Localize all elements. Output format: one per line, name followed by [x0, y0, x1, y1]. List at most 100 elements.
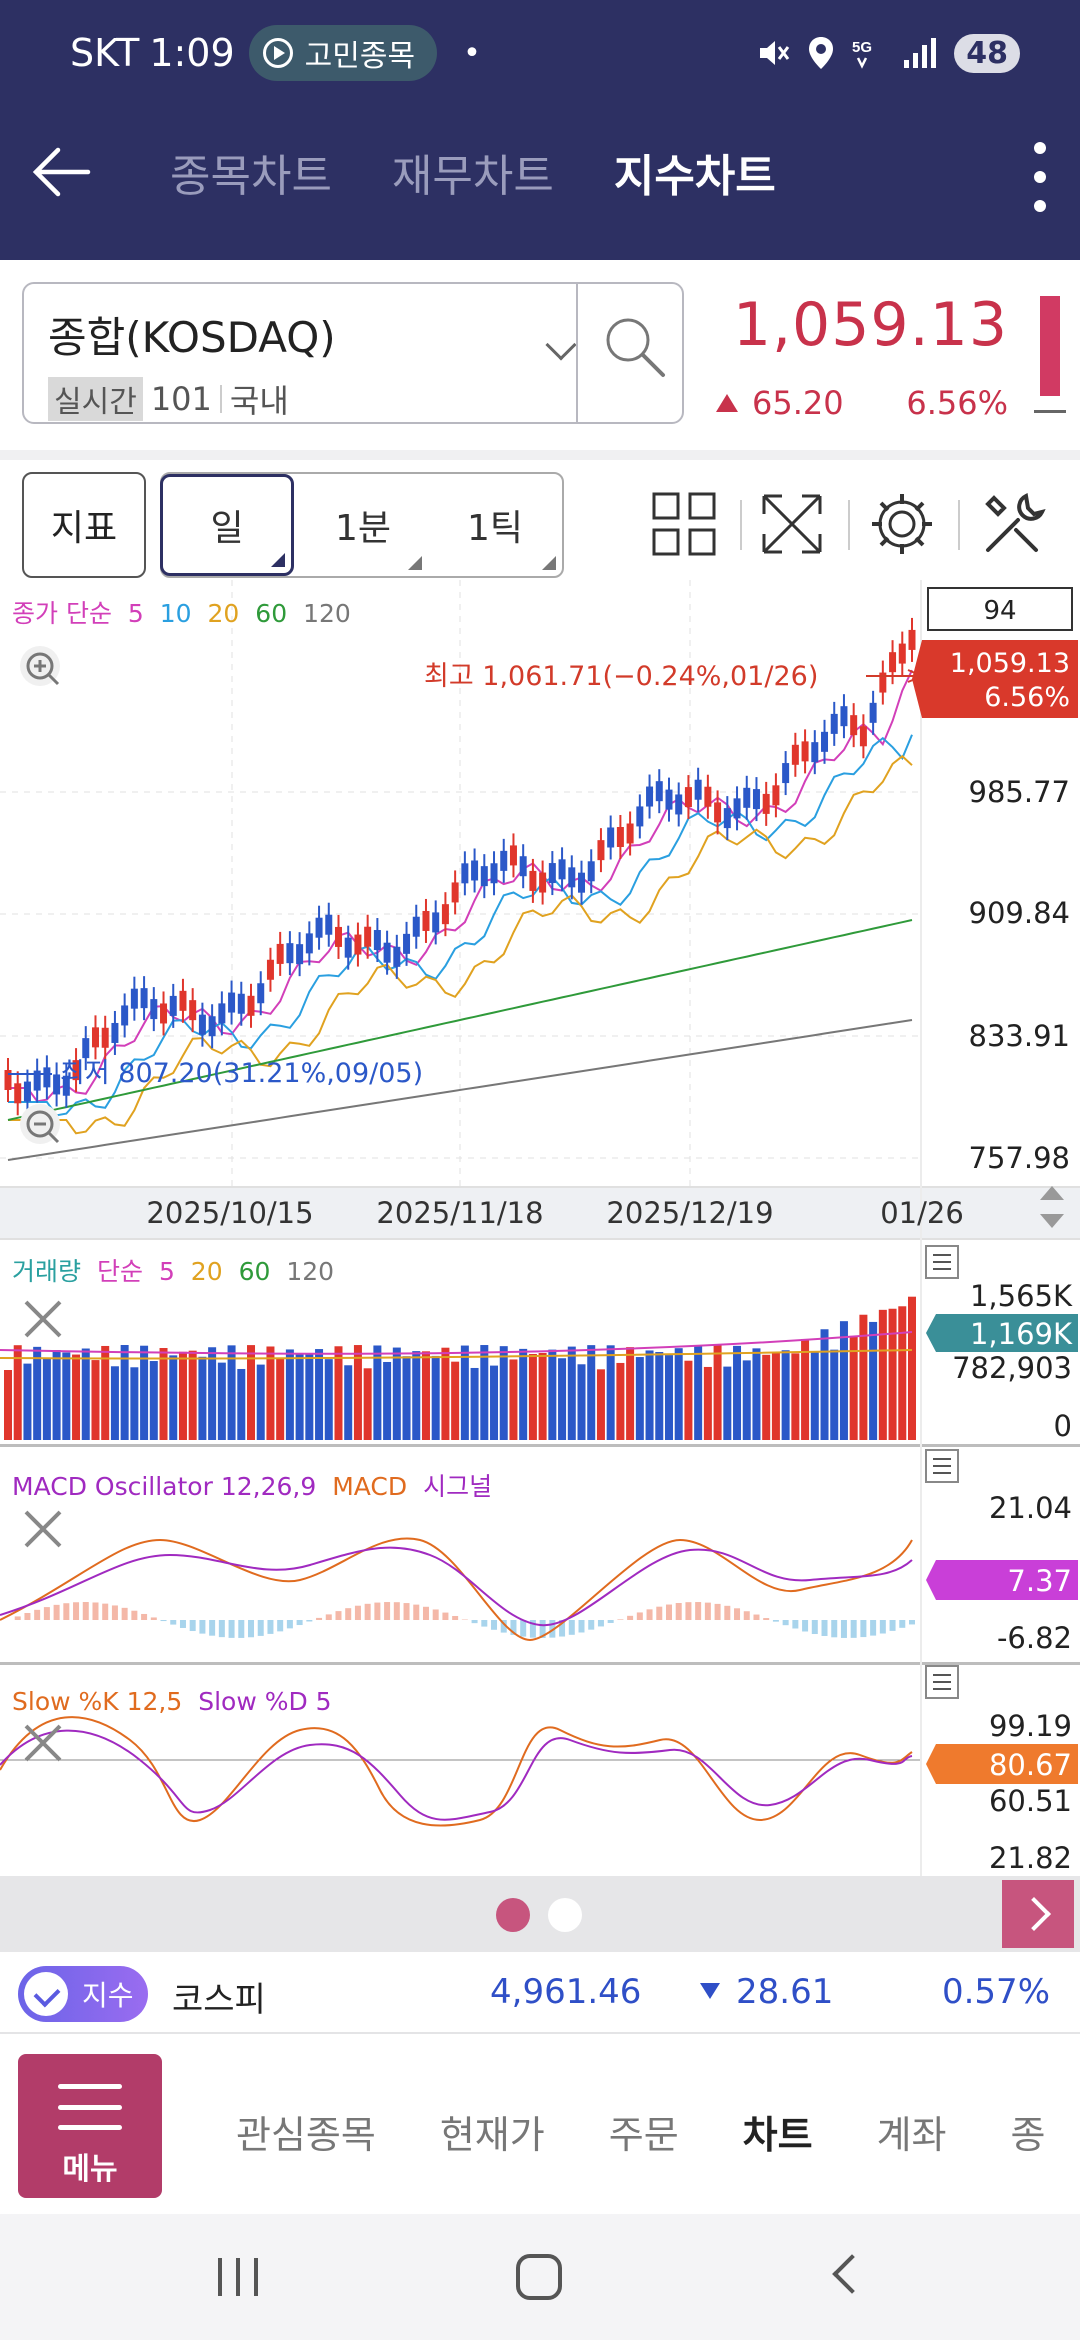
candle-body — [898, 643, 906, 664]
candle-body — [908, 629, 916, 650]
menu-item-order[interactable]: 주문 — [608, 2113, 679, 2157]
volume-bar — [247, 1345, 256, 1440]
menu-item-chart[interactable]: 차트 — [742, 2113, 813, 2157]
pane-menu-icon[interactable] — [925, 1449, 959, 1483]
more-menu-icon[interactable] — [1034, 142, 1046, 212]
top-nav: 종목차트 재무차트 지수차트 — [0, 130, 1080, 220]
index-badge[interactable]: 지수 — [18, 1966, 148, 2022]
pane-menu-icon[interactable] — [925, 1245, 959, 1279]
macd-histogram-bar — [218, 1620, 225, 1638]
candle-body — [859, 726, 867, 747]
symbol-selector[interactable]: 종합(KOSDAQ) 실시간 101 국내 — [22, 282, 684, 424]
date-tick-1: 2025/10/15 — [146, 1196, 313, 1230]
chevron-right-icon[interactable] — [1002, 1880, 1074, 1948]
zoom-in-icon[interactable] — [20, 646, 60, 686]
candle-body — [714, 802, 722, 823]
candle-body — [334, 926, 342, 947]
volume-bar — [81, 1348, 90, 1440]
back-arrow-icon[interactable] — [28, 140, 92, 204]
period-1tick[interactable]: 1틱 — [428, 474, 562, 576]
macd-histogram-bar — [73, 1602, 80, 1620]
tab-index-chart[interactable]: 지수차트 — [613, 151, 776, 202]
candle-body — [218, 1003, 226, 1024]
candle-body — [276, 943, 284, 964]
volume-bar — [567, 1346, 576, 1440]
menu-item-watchlist[interactable]: 관심종목 — [236, 2113, 376, 2157]
candle-body — [791, 744, 799, 765]
candle-body — [344, 937, 352, 958]
page-dot[interactable] — [548, 1898, 582, 1932]
volume-bar — [140, 1345, 149, 1440]
chart-area[interactable]: 종가 단순 5 10 20 60 120 94 최고 1,061.71(−0.2… — [0, 580, 1080, 1876]
macd-histogram-bar — [597, 1620, 604, 1627]
period-day[interactable]: 일 — [160, 474, 294, 576]
scroll-arrows-icon[interactable] — [1040, 1186, 1064, 1228]
volume-bars — [4, 1296, 916, 1440]
volume-bar — [52, 1350, 61, 1440]
candle-body — [704, 786, 712, 807]
macd-histogram-bar — [354, 1605, 361, 1620]
menu-item-more[interactable]: 종 — [1010, 2113, 1046, 2157]
volume-bar — [441, 1347, 450, 1440]
candle-body — [91, 1027, 99, 1048]
macd-histogram-bar — [753, 1614, 760, 1620]
macd-histogram-bar — [840, 1620, 847, 1638]
layout-grid-icon[interactable] — [646, 486, 722, 562]
search-icon[interactable] — [600, 312, 670, 382]
chevron-down-icon[interactable] — [545, 329, 577, 361]
candle-body — [101, 1027, 109, 1048]
home-icon[interactable] — [516, 2254, 562, 2300]
menu-items: 관심종목 현재가 주문 차트 계좌 종 — [236, 2104, 1045, 2159]
close-icon[interactable] — [24, 1300, 62, 1338]
candle-body — [228, 992, 236, 1013]
media-pill[interactable]: 고민종목 — [248, 25, 438, 81]
candle-body — [82, 1038, 90, 1059]
fullscreen-icon[interactable] — [754, 486, 830, 562]
gear-icon[interactable] — [864, 486, 940, 562]
period-1min[interactable]: 1분 — [298, 474, 428, 576]
price-tag-value: 1,059.13 — [950, 648, 1070, 679]
svg-text:5G: 5G — [852, 39, 872, 56]
moving-average-line — [8, 754, 913, 1135]
macd-histogram-bar — [228, 1620, 235, 1638]
volume-bar — [849, 1335, 858, 1440]
price-tick-2: 909.84 — [969, 896, 1070, 930]
volume-bar — [869, 1321, 878, 1440]
index-ticker[interactable]: 지수 코스피 4,961.46 28.61 0.57% — [0, 1952, 1080, 2034]
candle-body — [257, 983, 265, 1004]
close-icon[interactable] — [24, 1724, 62, 1762]
indicator-lines — [0, 669, 913, 1827]
candle-count-box — [927, 587, 1073, 631]
volume-bar — [33, 1346, 42, 1440]
indicator-button[interactable]: 지표 — [22, 472, 146, 578]
volume-bar — [713, 1345, 722, 1440]
tab-financial-chart[interactable]: 재무차트 — [391, 151, 554, 202]
volume-bar — [538, 1352, 547, 1440]
candle-body — [111, 1022, 119, 1043]
macd-signal-line — [0, 1546, 913, 1627]
candle-body — [558, 859, 566, 880]
macd-histogram-bar — [889, 1620, 896, 1631]
back-icon[interactable] — [832, 2254, 872, 2294]
volume-bar — [451, 1361, 460, 1440]
page-dot-active[interactable] — [496, 1898, 530, 1932]
candle-body — [403, 933, 411, 954]
close-icon[interactable] — [24, 1510, 62, 1548]
menu-item-quote[interactable]: 현재가 — [439, 2113, 545, 2157]
menu-item-account[interactable]: 계좌 — [876, 2113, 947, 2157]
macd-histogram-bar — [850, 1620, 857, 1638]
volume-bar — [101, 1345, 110, 1440]
tab-stock-chart[interactable]: 종목차트 — [170, 151, 332, 202]
menu-button[interactable]: 메뉴 — [18, 2054, 162, 2198]
macd-histogram-bar — [549, 1620, 556, 1638]
tools-icon[interactable] — [976, 486, 1052, 562]
zoom-out-icon[interactable] — [20, 1104, 60, 1144]
volume-bar — [266, 1346, 275, 1440]
volume-bar — [149, 1361, 158, 1440]
pane-menu-icon[interactable] — [925, 1665, 959, 1699]
candle-body — [296, 944, 304, 965]
macd-histogram-bar — [92, 1602, 99, 1620]
candle-body — [655, 781, 663, 802]
recents-icon[interactable] — [218, 2258, 258, 2296]
macd-tag-bg — [926, 1560, 1078, 1600]
